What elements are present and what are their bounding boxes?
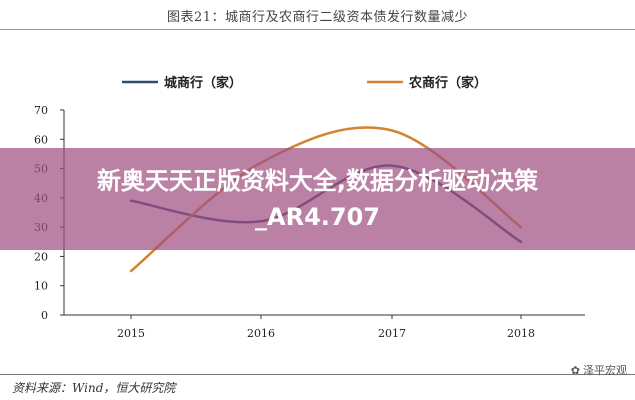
source-note: 资料来源：Wind，恒大研究院 [12, 381, 176, 395]
banner-text: 新奥天天正版资料大全,数据分析驱动决策_AR4.707 [96, 167, 539, 231]
watermark-text: 泽平宏观 [583, 364, 627, 377]
chart-legend: 城商行（家） 农商行（家） [122, 75, 487, 91]
y-tick-label: 0 [41, 309, 48, 322]
x-tick-label: 2017 [378, 327, 406, 340]
top-divider [0, 29, 635, 30]
legend-label: 城商行（家） [164, 75, 242, 91]
x-tick-label: 2018 [507, 327, 535, 340]
y-tick-label: 70 [34, 104, 48, 117]
x-tick-label: 2015 [117, 327, 145, 340]
overlay-banner: 新奥天天正版资料大全,数据分析驱动决策_AR4.707 [0, 148, 635, 250]
y-tick-label: 20 [34, 250, 48, 263]
y-tick-label: 60 [34, 133, 48, 146]
y-tick-label: 10 [34, 280, 48, 293]
watermark-credit: ✿ 泽平宏观 [571, 362, 627, 378]
x-tick-label: 2016 [247, 327, 275, 340]
bottom-divider [0, 374, 635, 375]
figure-caption: 图表21：城商行及农商行二级资本债发行数量减少 [166, 10, 469, 25]
legend-label: 农商行（家） [408, 75, 487, 91]
wechat-icon: ✿ [570, 363, 580, 377]
